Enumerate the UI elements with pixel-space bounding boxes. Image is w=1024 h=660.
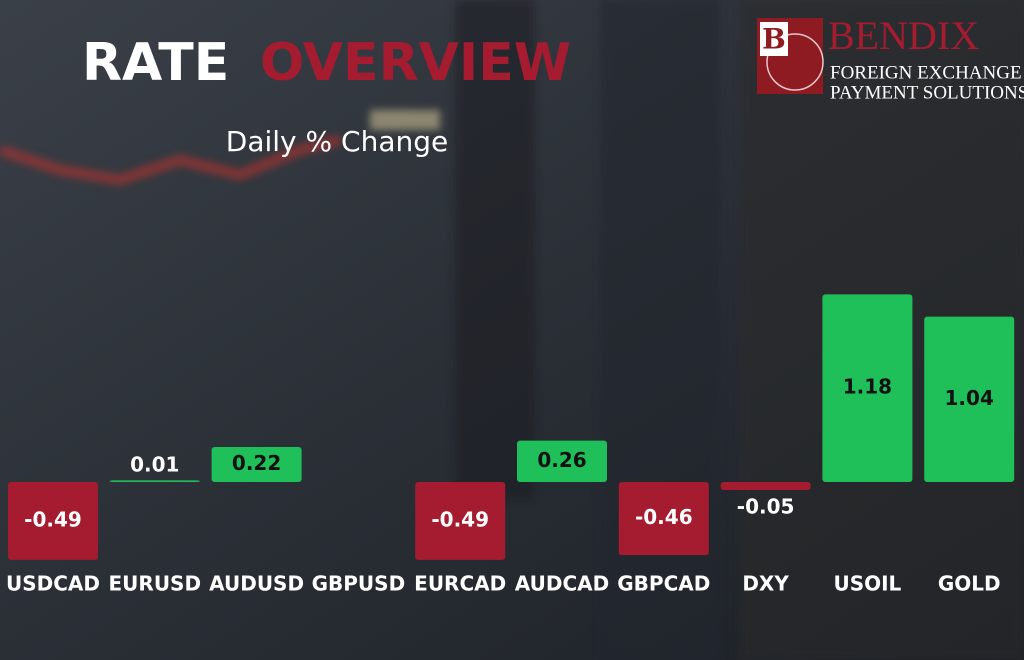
value-label: -0.49	[431, 507, 489, 531]
bar	[822, 294, 913, 482]
logo-letter: B	[762, 23, 786, 56]
x-tick-label: EURUSD	[109, 572, 202, 596]
x-tick-label: DXY	[742, 572, 789, 596]
bar	[618, 482, 709, 556]
x-tick-label: AUDUSD	[209, 572, 304, 596]
chart-subtitle: Daily % Change	[226, 125, 448, 158]
value-label: 0.26	[537, 448, 586, 472]
bar	[8, 482, 98, 560]
value-label: 1.04	[945, 386, 994, 410]
x-tick-label: AUDCAD	[515, 572, 609, 596]
x-tick-label: USOIL	[833, 572, 901, 596]
x-tick-label: GBPCAD	[617, 572, 710, 596]
value-label: 1.18	[843, 375, 892, 399]
x-tick-label: GOLD	[938, 572, 1001, 596]
value-label: -0.46	[635, 505, 693, 529]
bar	[924, 316, 1015, 482]
value-label: -0.05	[737, 494, 795, 518]
value-label: -0.49	[24, 507, 82, 531]
brand-logo: B BENDIX FOREIGN EXCHANGE & PAYMENT SOLU…	[757, 13, 1024, 103]
logo-mark-box	[760, 22, 788, 56]
chart-title: OVERVIEW	[260, 33, 571, 93]
brand-tagline: FOREIGN EXCHANGE &	[830, 62, 1024, 83]
bar	[517, 440, 607, 482]
x-tick-label: EURCAD	[414, 572, 506, 596]
value-label: 0.01	[130, 453, 179, 477]
brand-tagline: PAYMENT SOLUTIONS	[830, 82, 1024, 103]
x-tick-label: GBPUSD	[312, 572, 406, 596]
bar	[415, 482, 506, 560]
bar	[720, 482, 811, 490]
chart-title: RATE	[82, 33, 229, 93]
bar	[211, 447, 302, 482]
x-tick-label: USDCAD	[6, 572, 100, 596]
brand-name: BENDIX	[828, 13, 979, 58]
value-label: 0.22	[232, 451, 281, 475]
bar	[109, 480, 200, 482]
logo-globe	[766, 33, 824, 91]
